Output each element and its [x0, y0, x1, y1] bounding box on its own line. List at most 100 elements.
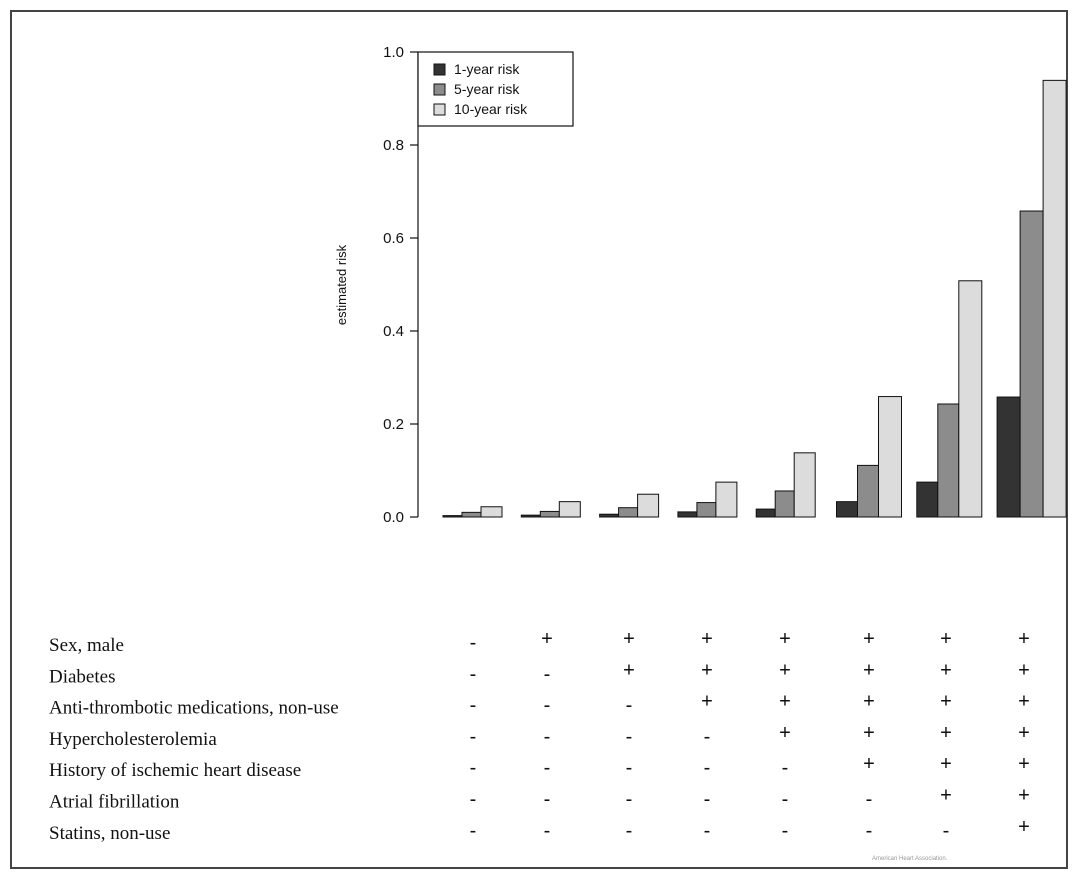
covariate-table: Sex, male - + + + + + + +Diabetes - - + + + + + +Anti-th… [49, 628, 1030, 844]
credit-text: American Heart Association. [872, 856, 948, 862]
plus-sign: + [940, 691, 952, 713]
bar-5-year-risk-8 [1019, 210, 1044, 518]
y-tick-label: 0.8 [383, 137, 404, 154]
plus-sign: + [623, 628, 635, 650]
bar-1-year-risk-8 [996, 396, 1021, 518]
covariate-label: History of ischemic heart disease [49, 760, 301, 781]
y-axis-label: estimated risk [334, 244, 349, 325]
legend-entry: 10-year risk [454, 101, 528, 117]
legend-entry: 1-year risk [454, 61, 520, 77]
minus-sign: - [470, 726, 477, 748]
y-tick-label: 1.0 [383, 44, 404, 61]
minus-sign: - [782, 820, 789, 842]
bar-10-year-risk-5 [793, 452, 816, 518]
minus-sign: - [470, 789, 477, 811]
bar-10-year-risk-6 [878, 396, 902, 518]
minus-sign: - [943, 820, 950, 842]
minus-sign: - [626, 789, 633, 811]
y-tick-label: 0.4 [383, 323, 404, 340]
plus-sign: + [779, 722, 791, 744]
plus-sign: + [1018, 753, 1030, 775]
plus-sign: + [863, 659, 875, 681]
legend-entry: 5-year risk [454, 81, 520, 97]
bar-group-8 [996, 79, 1067, 518]
legend-swatch [433, 103, 446, 116]
minus-sign: - [544, 663, 551, 685]
covariate-label: Anti-thrombotic medications, non-use [49, 698, 339, 719]
minus-sign: - [866, 820, 873, 842]
plus-sign: + [701, 691, 713, 713]
covariate-label: Statins, non-use [49, 823, 170, 844]
plus-sign: + [863, 691, 875, 713]
bar-1-year-risk-4 [677, 511, 698, 518]
minus-sign: - [470, 663, 477, 685]
bar-group-5 [755, 452, 816, 518]
plus-sign: + [701, 628, 713, 650]
covariate-label: Hypercholesterolemia [49, 729, 217, 750]
minus-sign: - [704, 757, 711, 779]
minus-sign: - [470, 757, 477, 779]
covariate-row: History of ischemic heart disease - - - - - + +… [49, 753, 1030, 781]
bar-group-3 [599, 493, 660, 518]
y-tick-label: 0.2 [383, 416, 404, 433]
minus-sign: - [544, 757, 551, 779]
plus-sign: + [701, 659, 713, 681]
minus-sign: - [782, 757, 789, 779]
y-tick-label: 0.0 [383, 509, 404, 526]
plus-sign: + [1018, 816, 1030, 838]
bar-10-year-risk-3 [637, 493, 660, 518]
bar-group-2 [520, 501, 581, 518]
minus-sign: - [626, 757, 633, 779]
minus-sign: - [544, 820, 551, 842]
plus-sign: + [779, 691, 791, 713]
covariate-label: Diabetes [49, 666, 115, 687]
bar-10-year-risk-4 [715, 481, 738, 518]
bar-1-year-risk-1 [442, 515, 463, 518]
minus-sign: - [866, 789, 873, 811]
bar-group-7 [916, 280, 983, 518]
bar-group-6 [836, 396, 902, 518]
covariate-row: Hypercholesterolemia - - - - + + + + [49, 722, 1030, 750]
bars [442, 79, 1067, 518]
legend-swatch [433, 63, 446, 76]
bar-5-year-risk-3 [618, 507, 639, 518]
y-axis: 0.0 0.2 0.4 0.6 0.8 1.0 [383, 44, 419, 526]
bar-1-year-risk-7 [916, 481, 939, 518]
bar-1-year-risk-2 [520, 514, 541, 518]
plus-sign: + [940, 628, 952, 650]
minus-sign: - [626, 820, 633, 842]
bar-5-year-risk-5 [774, 490, 795, 518]
bar-10-year-risk-8 [1042, 79, 1067, 518]
plus-sign: + [940, 722, 952, 744]
bar-5-year-risk-4 [696, 502, 717, 518]
covariate-row: Anti-thrombotic medications, non-use - - - +… [49, 691, 1030, 719]
bar-5-year-risk-2 [539, 510, 560, 518]
covariate-row: Statins, non-use - - - - - - - + [49, 816, 1030, 844]
bar-5-year-risk-6 [857, 464, 879, 518]
covariate-row: Atrial fibrillation - - - - - - + + [49, 785, 1030, 813]
plus-sign: + [863, 628, 875, 650]
covariate-label: Atrial fibrillation [49, 792, 180, 813]
plus-sign: + [940, 753, 952, 775]
bar-5-year-risk-1 [461, 511, 482, 518]
minus-sign: - [544, 695, 551, 717]
plus-sign: + [1018, 659, 1030, 681]
plus-sign: + [779, 628, 791, 650]
bar-5-year-risk-7 [937, 403, 960, 518]
minus-sign: - [470, 820, 477, 842]
bar-1-year-risk-3 [599, 513, 620, 518]
covariate-row: Sex, male - + + + + + + + [49, 628, 1030, 656]
bar-1-year-risk-6 [836, 501, 858, 518]
minus-sign: - [544, 726, 551, 748]
minus-sign: - [470, 695, 477, 717]
plus-sign: + [940, 659, 952, 681]
plus-sign: + [1018, 691, 1030, 713]
bar-10-year-risk-1 [480, 506, 503, 518]
legend-swatch [433, 83, 446, 96]
legend: 1-year risk 5-year risk 10-year risk [417, 51, 574, 127]
bar-10-year-risk-2 [558, 501, 581, 518]
plus-sign: + [1018, 628, 1030, 650]
plus-sign: + [863, 722, 875, 744]
minus-sign: - [704, 789, 711, 811]
